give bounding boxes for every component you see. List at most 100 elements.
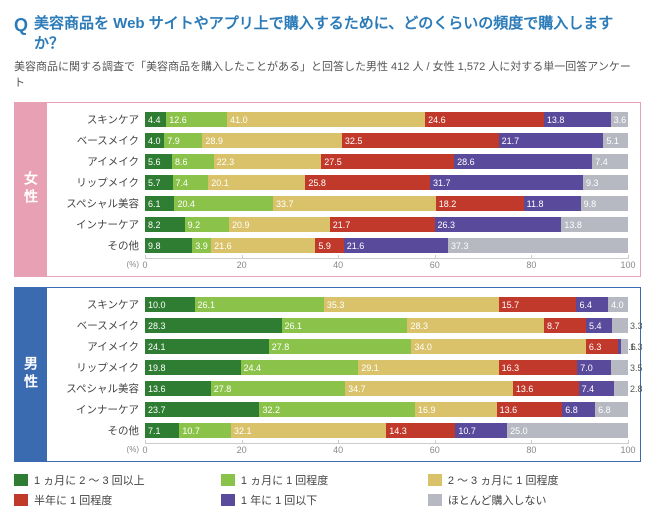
bar-segment: 8.2: [145, 217, 185, 232]
stacked-bar: 28.326.128.38.75.43.3: [145, 318, 628, 333]
bar-segment: 31.7: [430, 175, 583, 190]
axis: (%)020406080100: [53, 443, 628, 457]
chart-row: ベースメイク28.326.128.38.75.43.3: [53, 317, 628, 335]
row-label: ベースメイク: [53, 318, 145, 333]
chart-row: アイメイク5.68.622.327.528.67.4: [53, 153, 628, 171]
bar-segment: 13.6: [497, 402, 563, 417]
bar-segment: 21.6: [344, 238, 448, 253]
bar-segment: 9.8: [145, 238, 192, 253]
bar-segment: 7.4: [592, 154, 628, 169]
legend-label: ほとんど購入しない: [448, 492, 547, 508]
q-mark: Q: [14, 14, 28, 37]
bar-segment: 28.9: [202, 133, 341, 148]
bar-segment: 6.3: [586, 339, 618, 354]
tick-label: 80: [526, 260, 536, 270]
row-label: インナーケア: [53, 217, 145, 232]
bar-segment: 6.8: [595, 402, 628, 417]
bar-segment: 28.3: [407, 318, 544, 333]
bar-segment: 19.8: [145, 360, 241, 375]
tick-label: 80: [526, 445, 536, 455]
bar-segment: 20.1: [208, 175, 305, 190]
question-title: Q 美容商品を Web サイトやアプリ上で購入するために、どのくらいの頻度で購入…: [14, 14, 641, 55]
chart-row: インナーケア23.732.216.913.66.86.8: [53, 401, 628, 419]
legend-label: 1 年に 1 回以下: [241, 492, 317, 508]
tick-label: 40: [333, 445, 343, 455]
bar-segment: 32.5: [342, 133, 499, 148]
bar-segment: 4.0: [145, 133, 164, 148]
row-label: リップメイク: [53, 360, 145, 375]
bar-segment: 28.6: [454, 154, 592, 169]
chart-row: リップメイク19.824.429.116.37.03.5: [53, 359, 628, 377]
legend-item: 1 年に 1 回以下: [221, 492, 428, 508]
bar-segment: 8.6: [172, 154, 214, 169]
bar-segment: 9.3: [583, 175, 628, 190]
bar-segment: 35.3: [324, 297, 499, 312]
stacked-bar: 8.29.220.921.726.313.8: [145, 217, 628, 232]
legend-swatch: [221, 474, 235, 486]
chart-row: スペシャル美容13.627.834.713.67.42.8: [53, 380, 628, 398]
panels-container: 女性スキンケア4.412.641.024.613.83.6ベースメイク4.07.…: [14, 102, 641, 462]
axis: (%)020406080100: [53, 258, 628, 272]
row-label: その他: [53, 423, 145, 438]
row-label: その他: [53, 238, 145, 253]
row-label: アイメイク: [53, 154, 145, 169]
bar-segment: 32.2: [259, 402, 415, 417]
bar-segment: 37.3: [448, 238, 628, 253]
bar-segment: 7.4: [579, 381, 615, 396]
row-label: インナーケア: [53, 402, 145, 417]
bar-segment: 21.6: [211, 238, 315, 253]
bar-segment: 23.7: [145, 402, 259, 417]
tick-label: 20: [237, 445, 247, 455]
chart-row: アイメイク24.127.834.06.30.61.3: [53, 338, 628, 356]
bar-segment: 27.5: [321, 154, 454, 169]
legend-item: ほとんど購入しない: [428, 492, 635, 508]
bar-segment: 20.9: [229, 217, 330, 232]
bar-segment: 34.7: [345, 381, 513, 396]
tick-label: 60: [430, 260, 440, 270]
bar-segment: 21.7: [499, 133, 604, 148]
bar-segment: 4.4: [145, 112, 166, 127]
legend-label: 1 ヵ月に 2 ～ 3 回以上: [34, 472, 145, 488]
legend-swatch: [428, 474, 442, 486]
stacked-bar: 4.412.641.024.613.83.6: [145, 112, 628, 127]
chart-row: その他7.110.732.114.310.725.0: [53, 422, 628, 440]
bar-segment: 6.1: [145, 196, 174, 211]
row-label: リップメイク: [53, 175, 145, 190]
bar-segment: 9.8: [581, 196, 628, 211]
legend-swatch: [428, 494, 442, 506]
bar-segment: 3.6: [611, 112, 628, 127]
bar-segment: 20.4: [174, 196, 273, 211]
tick-label: 100: [620, 445, 635, 455]
bar-segment: 25.0: [507, 423, 628, 438]
bar-segment: 18.2: [436, 196, 524, 211]
bar-segment: 7.1: [145, 423, 179, 438]
bar-segment: 5.9: [315, 238, 343, 253]
stacked-bar: 7.110.732.114.310.725.0: [145, 423, 628, 438]
bar-segment: 5.4: [586, 318, 612, 333]
bar-segment: 11.8: [524, 196, 581, 211]
bar-segment: 5.7: [145, 175, 173, 190]
bar-segment: 26.1: [282, 318, 408, 333]
axis-unit: (%): [53, 445, 145, 454]
bar-segment: 26.3: [435, 217, 562, 232]
bar-segment: 13.6: [513, 381, 579, 396]
bar-segment: 9.2: [185, 217, 229, 232]
bar-segment: 5.6: [145, 154, 172, 169]
bar-segment: 3.5: [611, 360, 628, 375]
axis-line: 020406080100: [145, 443, 628, 457]
panel-female: 女性スキンケア4.412.641.024.613.83.6ベースメイク4.07.…: [14, 102, 641, 277]
bar-segment: 27.8: [211, 381, 345, 396]
bar-segment: 7.0: [577, 360, 611, 375]
chart-row: インナーケア8.29.220.921.726.313.8: [53, 216, 628, 234]
chart-row: スキンケア4.412.641.024.613.83.6: [53, 111, 628, 129]
row-label: スペシャル美容: [53, 381, 145, 396]
bar-segment: 8.7: [544, 318, 586, 333]
panel-label-male: 男性: [15, 288, 47, 461]
bar-segment: 32.1: [231, 423, 386, 438]
stacked-bar: 4.07.928.932.521.75.1: [145, 133, 628, 148]
bar-segment: 12.6: [166, 112, 227, 127]
stacked-bar: 10.026.135.315.76.44.0: [145, 297, 628, 312]
chart-row: その他9.83.921.65.921.637.3: [53, 237, 628, 255]
q-text: 美容商品を Web サイトやアプリ上で購入するために、どのくらいの頻度で購入しま…: [34, 14, 641, 55]
bar-segment: 14.3: [386, 423, 455, 438]
